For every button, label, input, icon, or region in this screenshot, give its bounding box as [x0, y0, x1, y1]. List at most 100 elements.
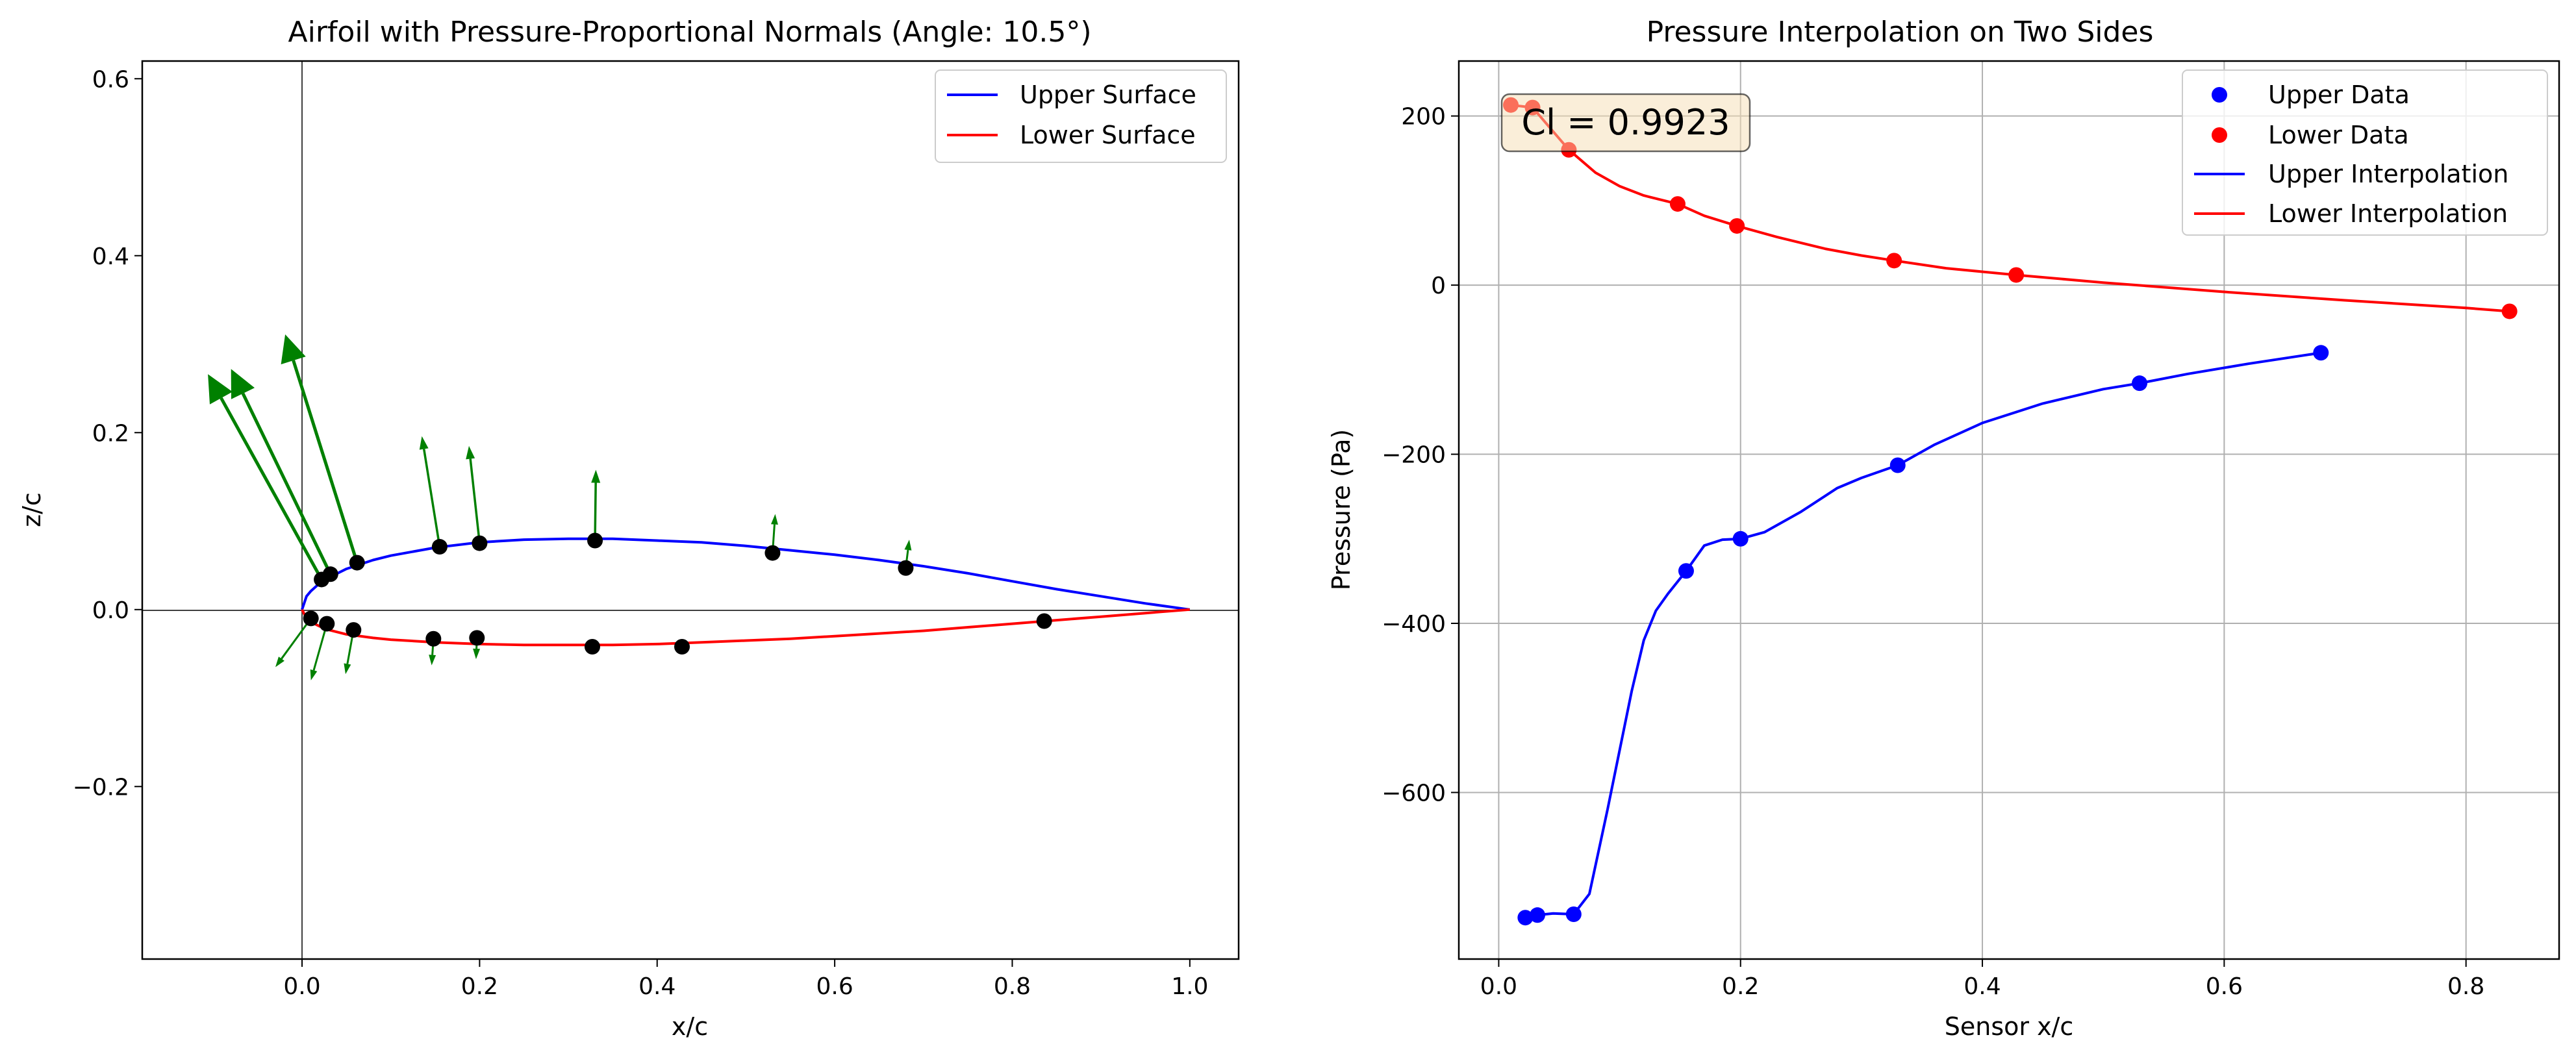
upper-data-point [1530, 907, 1545, 923]
normal-arrow-head [419, 436, 429, 450]
upper-data-points [1517, 345, 2329, 926]
normal-arrow-head [466, 445, 475, 460]
airfoil-y-tick-label: 0.2 [92, 420, 129, 447]
normal-arrow-shaft [292, 360, 359, 564]
pressure-legend: Upper Data Lower Data Upper Interpolatio… [2182, 69, 2548, 236]
lower-data-point [2008, 267, 2025, 283]
sensor-point-lower [319, 616, 335, 632]
upper-data-point [1565, 906, 1582, 922]
pressure-x-tick-label: 0.4 [1964, 973, 2001, 1000]
pressure-normal-arrow [275, 618, 312, 668]
airfoil-y-axis-label: z/c [18, 492, 46, 527]
airfoil-y-tick-label: 0.4 [92, 243, 129, 270]
pressure-normal-arrow [310, 623, 328, 680]
lower-data-point [1729, 218, 1745, 234]
pressure-legend-box [2182, 69, 2548, 236]
lower-interpolation-line [1510, 103, 2510, 313]
normal-arrow-head [771, 514, 778, 525]
normal-arrow-head [344, 663, 351, 675]
airfoil-panel: Airfoil with Pressure-Proportional Norma… [18, 16, 1240, 1041]
legend-upper-data-label: Upper Data [2268, 81, 2410, 109]
pressure-x-tick-label: 0.2 [1722, 973, 1759, 1000]
normal-arrow-head [275, 656, 284, 668]
pressure-panel: Pressure Interpolation on Two Sides 0.0 0… [1327, 16, 2560, 1041]
upper-data-point [1678, 563, 1694, 579]
pressure-x-axis-label: Sensor x/c [1945, 1012, 2074, 1041]
upper-data-point [1732, 530, 1749, 547]
sensor-point-upper [898, 560, 914, 576]
sensor-point-lower [674, 639, 690, 655]
normal-arrow-shaft [469, 458, 481, 543]
normal-arrow-shaft [312, 623, 328, 671]
sensor-point-lower [303, 610, 319, 627]
airfoil-x-axis-label: x/c [672, 1012, 708, 1041]
airfoil-y-tick-label: 0.0 [92, 597, 129, 624]
lower-data-point [1669, 196, 1686, 212]
pressure-y-tick-label: −400 [1382, 611, 1446, 638]
pressure-y-tick-label: 200 [1401, 104, 1446, 131]
sensor-point-upper [472, 535, 488, 551]
normal-arrow-shaft [220, 397, 323, 580]
legend-upper-surface-label: Upper Surface [1020, 81, 1196, 109]
sensor-point-lower [469, 630, 485, 646]
normal-arrow-head [208, 374, 233, 405]
airfoil-x-tick-label: 0.8 [994, 973, 1031, 1000]
pressure-normal-arrow [591, 469, 601, 541]
legend-upper-data-marker [2212, 87, 2227, 103]
pressure-normal-arrow [208, 374, 323, 580]
pressure-x-tick-label: 0.8 [2447, 973, 2484, 1000]
pressure-normal-arrow [419, 436, 441, 547]
airfoil-x-tick-label: 0.2 [461, 973, 498, 1000]
pressure-y-ticks: −600 −400 −200 0 200 [1382, 104, 1459, 806]
cl-annotation-text: Cl = 0.9923 [1521, 102, 1730, 143]
pressure-normal-arrow [281, 334, 359, 564]
airfoil-x-tick-label: 0.4 [638, 973, 676, 1000]
sensor-point-lower [584, 639, 600, 655]
pressure-x-tick-label: 0.6 [2206, 973, 2243, 1000]
sensor-point-upper [322, 566, 338, 582]
sensor-point-upper [587, 532, 603, 549]
normal-arrow-shaft [594, 482, 597, 541]
airfoil-x-tick-label: 0.0 [283, 973, 320, 1000]
airfoil-x-tick-label: 0.6 [816, 973, 853, 1000]
sensor-point-upper [764, 545, 781, 561]
sensor-point-lower [425, 630, 442, 647]
airfoil-y-ticks: −0.2 0.0 0.2 0.4 0.6 [73, 66, 142, 801]
lower-data-point [1886, 253, 1902, 269]
pressure-y-tick-label: 0 [1431, 273, 1446, 299]
sensor-point-lower [346, 622, 362, 638]
cl-annotation-box [1500, 93, 1751, 153]
pressure-y-axis-label: Pressure (Pa) [1327, 429, 1356, 590]
cl-annotation: Cl = 0.9923 [1500, 93, 1751, 153]
legend-lower-data-label: Lower Data [2268, 121, 2409, 149]
lower-surface-line [301, 608, 1190, 647]
normal-arrow-head [231, 369, 255, 399]
sensor-point-upper [349, 555, 365, 571]
airfoil-legend-box [935, 69, 1227, 163]
airfoil-x-tick-label: 1.0 [1171, 973, 1208, 1000]
pressure-plot-frame [1458, 60, 2560, 960]
pressure-x-tick-label: 0.0 [1480, 973, 1517, 1000]
pressure-x-ticks: 0.0 0.2 0.4 0.6 0.8 [1480, 959, 2484, 1000]
lower-data-point [2501, 303, 2518, 319]
sensor-point-upper [431, 539, 448, 555]
normal-arrow-head [904, 540, 912, 551]
sensor-points [303, 532, 1052, 655]
normal-arrow-shaft [281, 618, 312, 660]
airfoil-legend: Upper Surface Lower Surface [935, 69, 1227, 163]
upper-data-point [1889, 457, 1906, 473]
normal-arrow-shaft [422, 449, 441, 547]
normal-arrow-head [429, 655, 436, 666]
upper-data-point [2313, 345, 2329, 361]
airfoil-y-tick-label: −0.2 [73, 774, 129, 801]
legend-lower-surface-label: Lower Surface [1020, 121, 1196, 149]
pressure-title: Pressure Interpolation on Two Sides [1647, 16, 2154, 49]
legend-lower-data-marker [2212, 127, 2227, 143]
pressure-y-tick-label: −200 [1382, 442, 1446, 469]
normal-arrow-head [281, 334, 306, 365]
pressure-y-tick-label: −600 [1382, 780, 1446, 806]
normal-arrow-shaft [241, 392, 333, 575]
normal-arrow-head [473, 648, 481, 660]
